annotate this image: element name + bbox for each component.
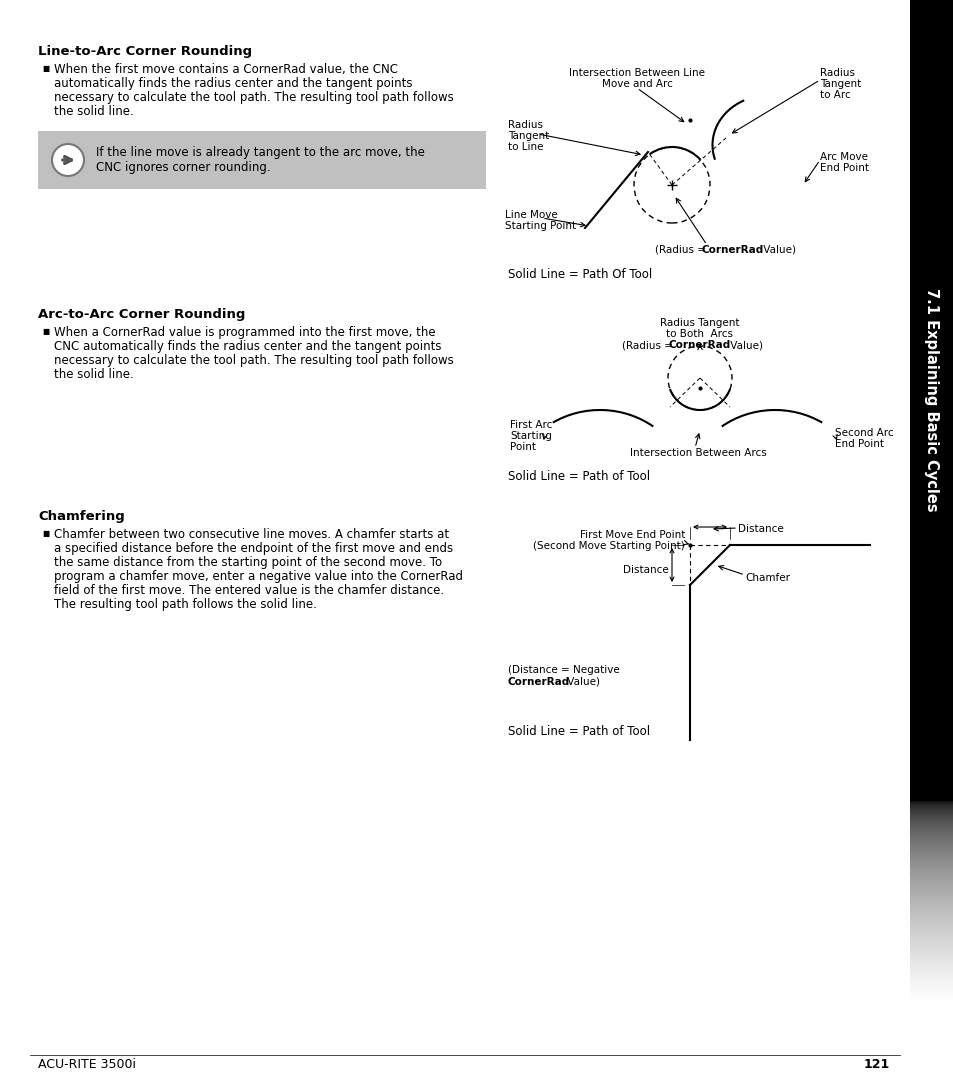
Text: to Line: to Line: [507, 142, 543, 152]
Text: the solid line.: the solid line.: [54, 105, 133, 118]
Text: First Move End Point: First Move End Point: [579, 530, 684, 540]
Text: Tangent: Tangent: [507, 131, 549, 141]
Text: necessary to calculate the tool path. The resulting tool path follows: necessary to calculate the tool path. Th…: [54, 353, 454, 367]
Text: Radius: Radius: [820, 68, 854, 77]
Text: Chamfer: Chamfer: [744, 573, 789, 583]
Text: End Point: End Point: [820, 163, 868, 173]
Text: Radius Tangent: Radius Tangent: [659, 317, 739, 328]
Text: ACU-RITE 3500i: ACU-RITE 3500i: [38, 1058, 136, 1071]
Text: (Second Move Starting Point): (Second Move Starting Point): [533, 541, 684, 551]
Text: ■: ■: [42, 529, 50, 538]
Text: Distance: Distance: [622, 565, 668, 575]
Text: Value): Value): [760, 245, 795, 255]
Text: CNC ignores corner rounding.: CNC ignores corner rounding.: [96, 161, 271, 173]
Text: Point: Point: [510, 442, 536, 452]
Text: to Both  Arcs: to Both Arcs: [666, 329, 733, 339]
Text: automatically finds the radius center and the tangent points: automatically finds the radius center an…: [54, 77, 412, 89]
Text: If the line move is already tangent to the arc move, the: If the line move is already tangent to t…: [96, 146, 424, 159]
Text: the solid line.: the solid line.: [54, 368, 133, 381]
Text: 121: 121: [862, 1058, 889, 1071]
Text: (Radius =: (Radius =: [655, 245, 708, 255]
Text: CornerRad: CornerRad: [668, 340, 731, 350]
Text: Tangent: Tangent: [820, 79, 861, 89]
Text: 7.1 Explaining Basic Cycles: 7.1 Explaining Basic Cycles: [923, 288, 939, 512]
Text: Radius: Radius: [507, 120, 542, 130]
Text: Arc-to-Arc Corner Rounding: Arc-to-Arc Corner Rounding: [38, 308, 245, 321]
Text: End Point: End Point: [834, 439, 883, 449]
Text: The resulting tool path follows the solid line.: The resulting tool path follows the soli…: [54, 598, 316, 611]
Text: When a CornerRad value is programmed into the first move, the: When a CornerRad value is programmed int…: [54, 326, 436, 339]
Text: the same distance from the starting point of the second move. To: the same distance from the starting poin…: [54, 556, 441, 570]
Text: CornerRad: CornerRad: [507, 678, 570, 687]
Text: Second Arc: Second Arc: [834, 428, 893, 437]
Text: Move and Arc: Move and Arc: [601, 79, 672, 89]
Text: Starting Point: Starting Point: [504, 221, 576, 231]
Text: When the first move contains a CornerRad value, the CNC: When the first move contains a CornerRad…: [54, 63, 397, 76]
Text: Line Move: Line Move: [504, 209, 558, 220]
Text: Solid Line = Path Of Tool: Solid Line = Path Of Tool: [507, 268, 652, 281]
Text: (Radius =: (Radius =: [621, 340, 676, 350]
Text: necessary to calculate the tool path. The resulting tool path follows: necessary to calculate the tool path. Th…: [54, 91, 454, 104]
Text: Value): Value): [563, 678, 599, 687]
Text: a specified distance before the endpoint of the first move and ends: a specified distance before the endpoint…: [54, 542, 453, 555]
Text: to Arc: to Arc: [820, 89, 850, 100]
Text: Solid Line = Path of Tool: Solid Line = Path of Tool: [507, 470, 649, 483]
Text: Value): Value): [726, 340, 762, 350]
Text: Line-to-Arc Corner Rounding: Line-to-Arc Corner Rounding: [38, 45, 252, 58]
Text: Starting: Starting: [510, 431, 551, 441]
Text: Chamfer between two consecutive line moves. A chamfer starts at: Chamfer between two consecutive line mov…: [54, 528, 449, 541]
Text: (Distance = Negative: (Distance = Negative: [507, 666, 619, 675]
Text: CNC automatically finds the radius center and the tangent points: CNC automatically finds the radius cente…: [54, 340, 441, 353]
Bar: [38, 131, 485, 189]
Text: Chamfering: Chamfering: [38, 509, 125, 523]
Text: First Arc: First Arc: [510, 420, 552, 430]
Text: ■: ■: [42, 327, 50, 336]
Text: program a chamfer move, enter a negative value into the CornerRad: program a chamfer move, enter a negative…: [54, 570, 462, 583]
Text: Solid Line = Path of Tool: Solid Line = Path of Tool: [507, 726, 649, 738]
Circle shape: [52, 144, 84, 176]
Text: ■: ■: [42, 64, 50, 73]
Bar: [909, 0, 953, 800]
Text: Intersection Between Arcs: Intersection Between Arcs: [629, 448, 766, 458]
Text: Intersection Between Line: Intersection Between Line: [568, 68, 704, 77]
Text: Arc Move: Arc Move: [820, 152, 867, 161]
Text: field of the first move. The entered value is the chamfer distance.: field of the first move. The entered val…: [54, 584, 444, 597]
Text: CornerRad: CornerRad: [701, 245, 763, 255]
Text: Distance: Distance: [738, 524, 783, 533]
